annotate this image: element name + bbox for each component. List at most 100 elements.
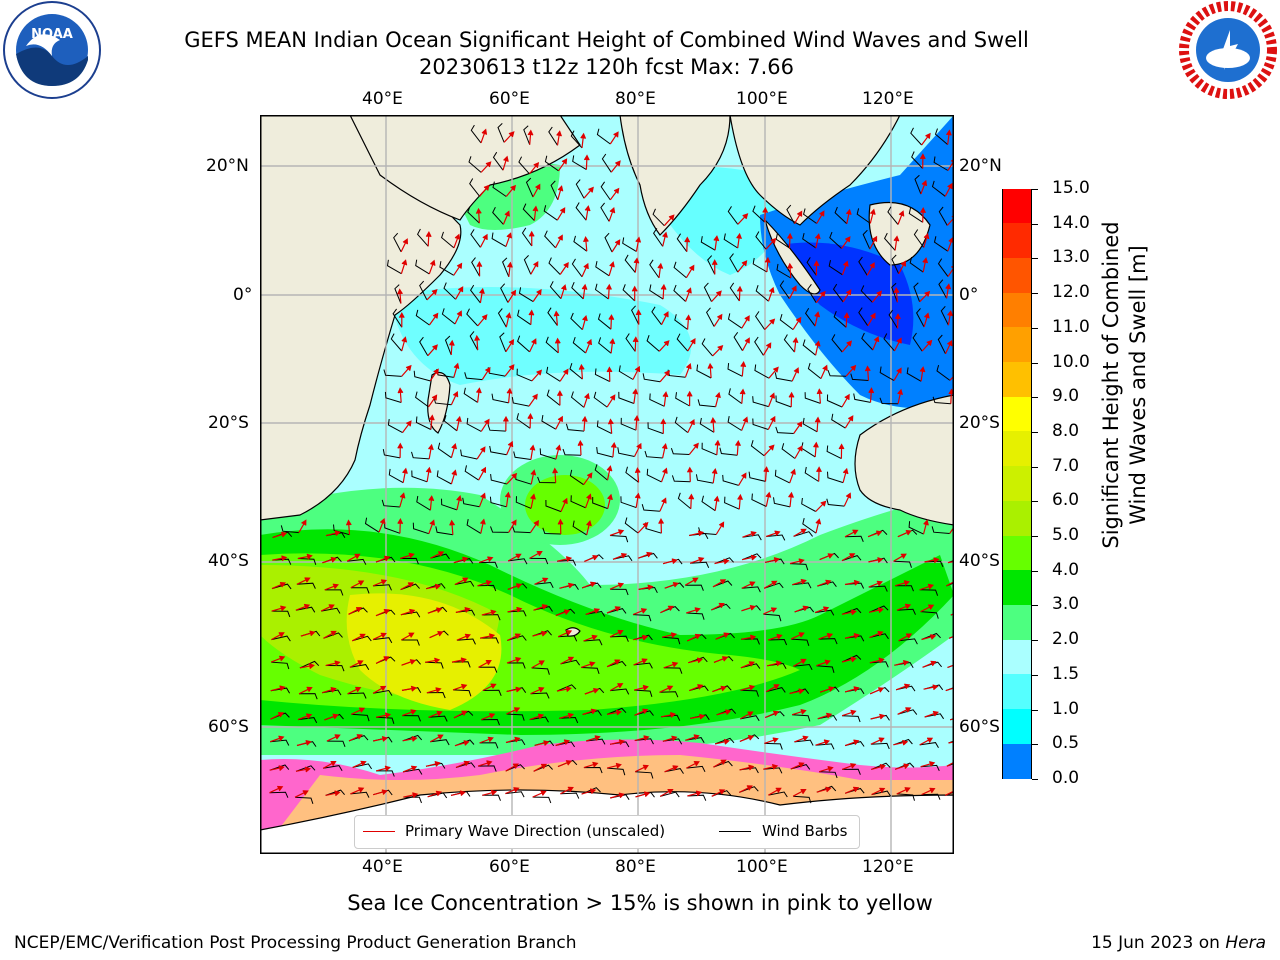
wave-arrow [372,736,389,742]
wave-arrow [272,531,288,539]
wave-arrow [425,761,441,767]
wave-arrow [507,633,522,642]
wind-barb [383,369,402,377]
wind-barb [430,739,450,746]
wave-arrow [372,579,388,587]
wind-barb [419,280,428,301]
colorbar-segment [1003,535,1031,571]
wind-barb [347,692,367,699]
wind-barb [402,734,423,742]
wind-barb [570,312,583,331]
wave-arrow [816,659,831,667]
wind-barb [937,334,946,355]
lat-label-right: 40°S [959,551,1000,571]
wind-barb [861,332,874,351]
wave-arrow [609,529,625,537]
wind-barb [673,284,686,302]
wave-arrow [841,236,851,249]
wave-arrow [634,492,641,508]
wind-barb [728,388,743,405]
wave-arrow [871,290,882,303]
map-subtitle: 20230613 t12z 120h fcst Max: 7.66 [419,55,794,79]
wind-barb [482,794,501,801]
wave-arrow [456,633,471,641]
wave-arrow [658,517,665,534]
wind-barb [376,716,395,724]
wind-barb [754,336,764,356]
wind-barb [352,635,372,642]
wind-barb [858,307,869,327]
wind-barb [325,665,345,672]
wind-barb [819,771,838,779]
wave-arrow [768,366,779,379]
wind-barb [546,389,561,406]
wave-arrow [400,608,416,616]
wind-barb [560,659,581,666]
wave-arrow [792,789,807,797]
wind-barb [707,255,716,275]
wind-barb [896,793,915,801]
wind-barb [622,284,636,302]
wind-barb [895,585,914,592]
wave-arrow [844,786,860,794]
wave-arrow [790,632,805,640]
wind-barb [828,259,843,276]
wave-arrow [763,580,778,589]
wind-barb [924,713,945,720]
wave-arrow [506,387,513,403]
wave-arrow [711,789,726,797]
wind-barb [662,738,683,745]
map-legend: Primary Wave Direction (unscaled) Wind B… [354,815,860,849]
wave-arrow [529,338,537,353]
colorbar-label: Significant Height of Combined Wind Wave… [1098,90,1152,680]
wind-barb [594,283,609,300]
wave-arrow [633,684,649,691]
wave-arrow [689,530,705,537]
colorbar-tick-mark [1032,570,1038,572]
noaa-logo: NOAA [0,0,105,105]
wave-arrow [532,183,541,198]
wave-arrow [528,309,535,325]
wind-barb [893,738,913,746]
colorbar-tick-label: 5.0 [1052,525,1080,546]
wind-barb [893,560,912,568]
wind-barb [685,737,705,744]
wind-barb [425,661,444,669]
wave-arrow [323,630,337,639]
wave-arrow [612,553,628,560]
wind-barb [794,739,814,746]
wind-barb [517,335,530,353]
wave-arrow [397,518,404,534]
wave-arrow [375,609,390,617]
wave-arrow [606,366,613,382]
wave-arrow [554,234,563,249]
wave-arrow [479,287,485,303]
wave-arrow [402,736,418,742]
wave-arrow [948,635,954,639]
wind-barb [618,365,634,380]
wind-barb [663,667,683,674]
wave-arrow [736,232,742,249]
wind-barb [620,417,637,431]
wave-arrow [529,162,540,175]
wind-barb [497,308,507,328]
wave-arrow [346,553,361,562]
wave-arrow [791,367,799,382]
colorbar-tick-label: 6.0 [1052,490,1080,511]
lat-label-right: 60°S [959,717,1000,737]
wind-barb [455,762,476,768]
wave-arrow [924,710,939,718]
wind-barb [826,445,842,460]
wind-barb [384,391,402,403]
wind-barb [620,496,637,509]
wind-barb [280,525,299,534]
wave-arrow [586,519,592,536]
colorbar-tick-mark [1032,501,1038,503]
wind-barb [775,395,792,408]
wave-arrow [453,233,461,249]
wave-arrow [816,388,823,404]
wind-barb [804,466,819,482]
map-title: GEFS MEAN Indian Ocean Significant Heigh… [184,28,1029,52]
wave-arrow [324,713,339,721]
wave-arrow [689,557,705,564]
